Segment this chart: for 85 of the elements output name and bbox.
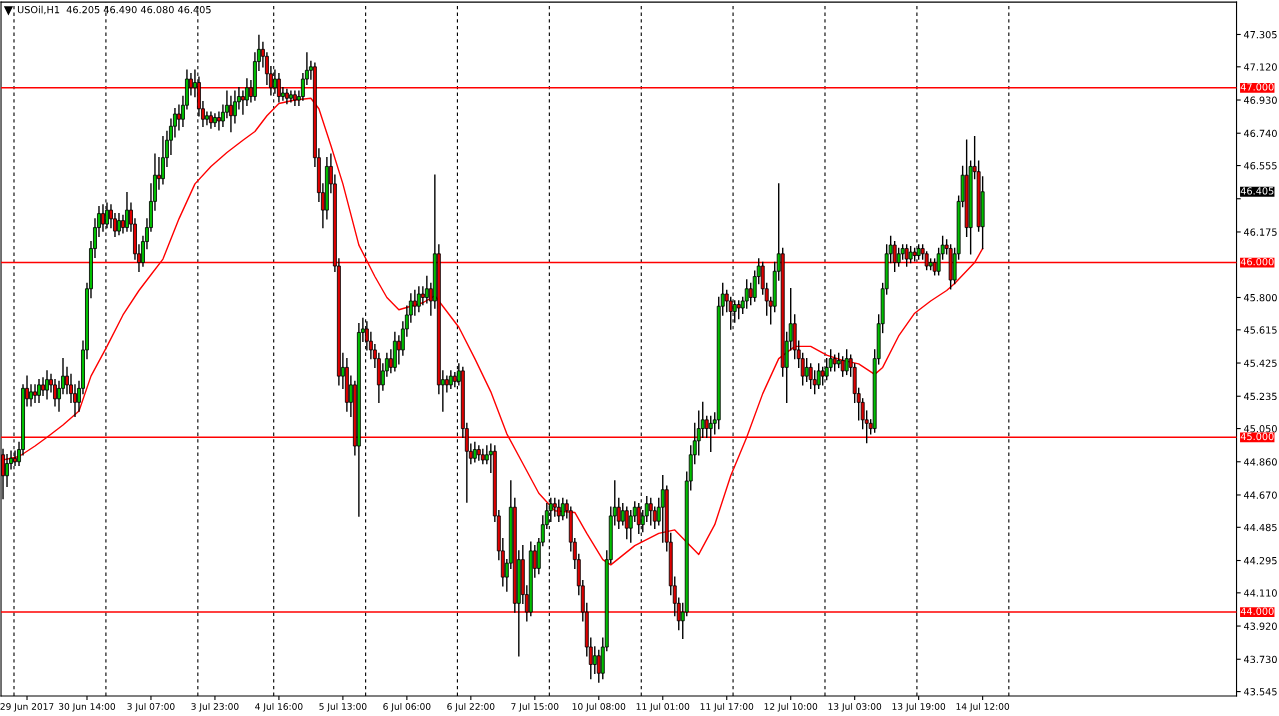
candlestick [41, 377, 45, 397]
candlestick [444, 375, 449, 393]
candlestick [844, 349, 849, 376]
y-tick-label: 46.930 [1243, 96, 1277, 104]
candlestick [652, 506, 657, 529]
candlestick [644, 496, 649, 522]
candlestick [416, 286, 421, 313]
candlestick [744, 279, 749, 309]
y-tick-label: 46.740 [1243, 129, 1277, 138]
candlestick [276, 73, 281, 103]
y-tick-label: 45.425 [1243, 359, 1277, 367]
ref-line-label: 47.000 [1240, 83, 1274, 91]
y-tick-label: 44.110 [1243, 589, 1277, 597]
x-tick-label: 13 Jul 19:00 [892, 702, 946, 712]
candlestick [213, 113, 217, 127]
x-tick-label: 14 Jul 12:00 [956, 702, 1010, 712]
x-tick-label: 29 Jun 2017 [0, 703, 54, 712]
y-tick-label: 47.120 [1243, 63, 1277, 71]
y-tick-label: 43.730 [1243, 655, 1277, 664]
x-tick-label: 11 Jul 01:00 [636, 702, 690, 712]
candlestick [217, 111, 221, 131]
y-tick-label: 44.670 [1243, 491, 1277, 499]
candlestick [620, 503, 625, 526]
candlestick [37, 378, 41, 404]
ref-line-label: 44.000 [1240, 607, 1274, 615]
x-tick-label: 13 Jul 03:00 [828, 702, 882, 712]
candlestick [125, 191, 129, 232]
candlestick [648, 497, 653, 526]
candlestick [5, 454, 9, 487]
candlestick [892, 240, 897, 272]
ref-line-label: 45.000 [1240, 432, 1274, 441]
candlestick [560, 497, 565, 521]
candlestick [424, 275, 429, 304]
x-tick-label: 6 Jul 06:00 [383, 702, 431, 712]
candlestick [624, 506, 629, 540]
x-tick-label: 4 Jul 16:00 [255, 702, 303, 712]
candlestick [33, 384, 37, 404]
y-tick-label: 45.615 [1243, 326, 1277, 334]
y-tick-label: 43.920 [1243, 622, 1277, 630]
candlestick [29, 384, 33, 407]
candlestick [616, 497, 621, 529]
x-tick-label: 3 Jul 23:00 [191, 702, 239, 712]
y-tick-label: 46.175 [1243, 228, 1277, 236]
x-tick-label: 12 Jul 10:00 [764, 702, 818, 712]
x-tick-label: 30 Jun 14:00 [59, 703, 116, 712]
candlestick [700, 401, 705, 438]
candlestick [816, 363, 821, 390]
y-tick-label: 47.305 [1243, 30, 1277, 39]
y-tick-label: 43.545 [1243, 688, 1277, 696]
y-tick-label: 46.555 [1243, 162, 1277, 170]
y-tick-label: 44.860 [1243, 458, 1277, 466]
x-tick-label: 10 Jul 08:00 [572, 702, 626, 712]
candlestick [596, 649, 601, 683]
candlestick [45, 370, 49, 400]
candlestick [476, 445, 481, 461]
x-tick-label: 7 Jul 15:00 [511, 702, 559, 712]
x-tick-label: 3 Jul 07:00 [127, 702, 175, 712]
y-tick-label: 45.235 [1243, 392, 1277, 401]
candlestick [228, 95, 233, 133]
candlestick [904, 244, 909, 267]
candlestick [660, 475, 665, 543]
candlestick [177, 104, 181, 131]
candlestick [840, 356, 845, 377]
candlestick [117, 212, 121, 236]
candlestick [812, 370, 817, 395]
chart-title: USOil,H1 46.205 46.490 46.080 46.405 [17, 5, 211, 15]
x-tick-label: 11 Jul 17:00 [700, 702, 754, 712]
candlestick [420, 286, 425, 306]
candlestick [708, 415, 713, 452]
candlestick [804, 357, 809, 383]
candlestick [808, 363, 813, 390]
y-tick-label: 45.800 [1243, 293, 1277, 302]
x-tick-label: 5 Jul 13:00 [319, 702, 367, 712]
ref-line-label: 46.000 [1240, 258, 1274, 266]
candlestick [240, 90, 245, 115]
y-tick-label: 45.050 [1243, 425, 1277, 433]
y-tick-label: 44.295 [1243, 556, 1277, 565]
candlestick [205, 111, 209, 126]
candlestick [800, 352, 805, 386]
text: 46.405 [1240, 187, 1274, 195]
candlestick [412, 289, 417, 316]
candlestick [472, 441, 477, 463]
x-tick-label: 6 Jul 22:00 [447, 702, 495, 712]
y-tick-label: 44.485 [1243, 523, 1277, 532]
candlestick [592, 646, 597, 674]
